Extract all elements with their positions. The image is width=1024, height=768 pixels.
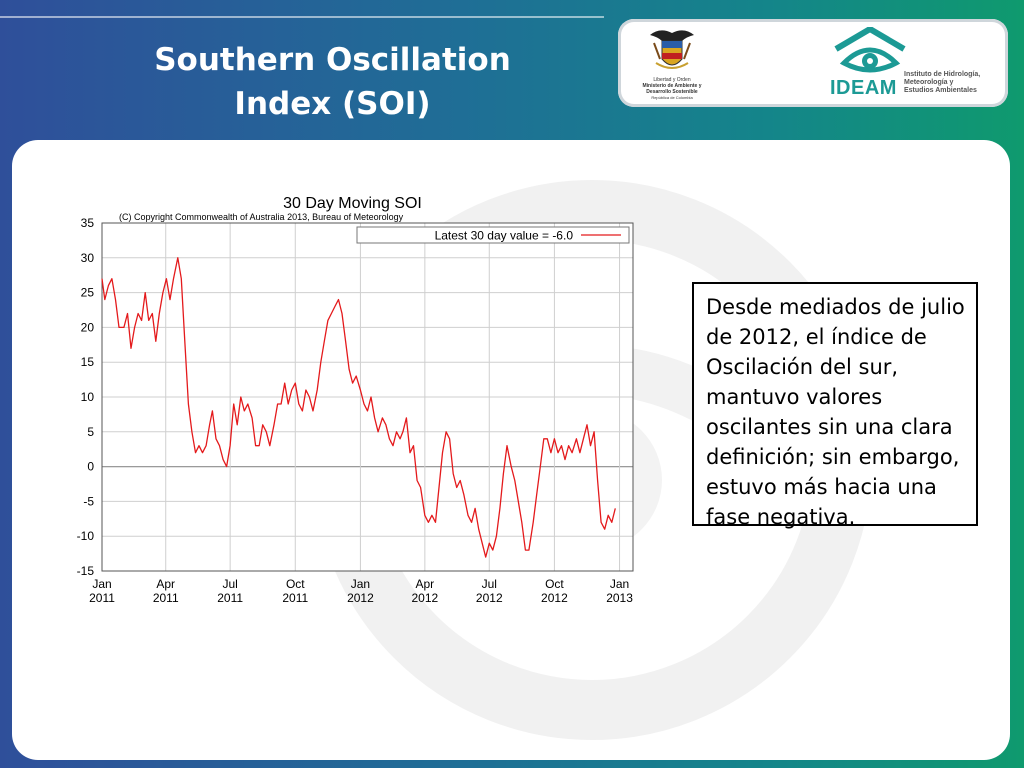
- crest-caption-3: Desarrollo Sostenible: [646, 89, 698, 95]
- slide-title-line1: Southern Oscillation: [154, 42, 511, 78]
- x-tick-label-year: 2011: [153, 591, 179, 605]
- y-tick-label: 0: [87, 460, 94, 474]
- ideam-subtitle-2: Meteorología y: [904, 79, 954, 86]
- y-tick-label: 5: [87, 425, 94, 439]
- ideam-subtitle: Instituto de Hidrología, Meteorología y …: [904, 71, 1004, 95]
- x-tick-label-month: Jul: [482, 577, 497, 591]
- ideam-eye-icon: [834, 26, 906, 73]
- y-tick-label: 15: [81, 355, 95, 369]
- ideam-wordmark: IDEAM: [830, 77, 897, 99]
- description-text: Desde mediados de julio de 2012, el índi…: [706, 295, 965, 529]
- title-rule: [0, 16, 604, 18]
- y-tick-label: 25: [81, 286, 95, 300]
- x-tick-label-month: Jan: [92, 577, 111, 591]
- x-tick-label-year: 2012: [411, 591, 438, 605]
- y-tick-label: -15: [77, 564, 95, 578]
- x-tick-label-month: Jul: [222, 577, 237, 591]
- crest-caption-1: Libertad y Orden: [653, 77, 691, 83]
- crest-caption-4: República de Colombia: [651, 95, 693, 100]
- chart-title: 30 Day Moving SOI: [283, 195, 422, 212]
- x-tick-label-year: 2011: [282, 591, 308, 605]
- logo-banner: Libertad y Orden Ministerio de Ambiente …: [618, 19, 1008, 107]
- x-tick-label-year: 2012: [476, 591, 503, 605]
- description-box: Desde mediados de julio de 2012, el índi…: [692, 282, 978, 529]
- soi-line-chart: 35302520151050-5-10-15Jan2011Apr2011Jul2…: [77, 195, 634, 605]
- crest-caption-2: Ministerio de Ambiente y: [642, 83, 702, 89]
- crest-icon: [650, 30, 694, 69]
- chart-subtitle: (C) Copyright Commonwealth of Australia …: [119, 212, 404, 222]
- y-tick-label: 10: [81, 390, 95, 404]
- x-tick-label-year: 2012: [541, 591, 568, 605]
- x-tick-label-month: Apr: [416, 577, 435, 591]
- content-panel: 35 30 25 20 15 10 5 0 -5 -10 -15 Jan 2011 Apr 2011 Jul 2…: [12, 140, 1010, 760]
- x-tick-label-month: Jan: [351, 577, 370, 591]
- slide-title: Southern Oscillation Index (SOI): [130, 38, 535, 126]
- series-line: [101, 257, 616, 558]
- legend-label: Latest 30 day value = -6.0: [435, 229, 574, 243]
- y-tick-label: 20: [81, 320, 95, 334]
- colombia-crest-logo: Libertad y Orden Ministerio de Ambiente …: [632, 25, 712, 105]
- x-tick-label-year: 2011: [217, 591, 243, 605]
- y-tick-label: 35: [81, 216, 95, 230]
- legend-box: [356, 226, 630, 244]
- x-tick-label-year: 2013: [606, 591, 633, 605]
- x-tick-label-month: Oct: [545, 577, 564, 591]
- x-tick-label-month: Oct: [286, 577, 305, 591]
- y-tick-label: 30: [81, 251, 95, 265]
- slide-title-line2: Index (SOI): [234, 86, 431, 122]
- x-tick-label-year: 2012: [347, 591, 374, 605]
- x-tick-label-month: Apr: [156, 577, 175, 591]
- x-tick-label-year: 2011: [89, 591, 115, 605]
- ideam-logo: IDEAM Instituto de Hidrología, Meteorolo…: [830, 26, 1004, 103]
- ideam-subtitle-1: Instituto de Hidrología,: [904, 71, 981, 78]
- y-tick-label: -5: [83, 494, 94, 508]
- y-tick-label: -10: [77, 529, 95, 543]
- x-tick-label-month: Jan: [610, 577, 629, 591]
- plot-frame: [101, 222, 634, 572]
- ideam-subtitle-3: Estudios Ambientales: [904, 87, 977, 94]
